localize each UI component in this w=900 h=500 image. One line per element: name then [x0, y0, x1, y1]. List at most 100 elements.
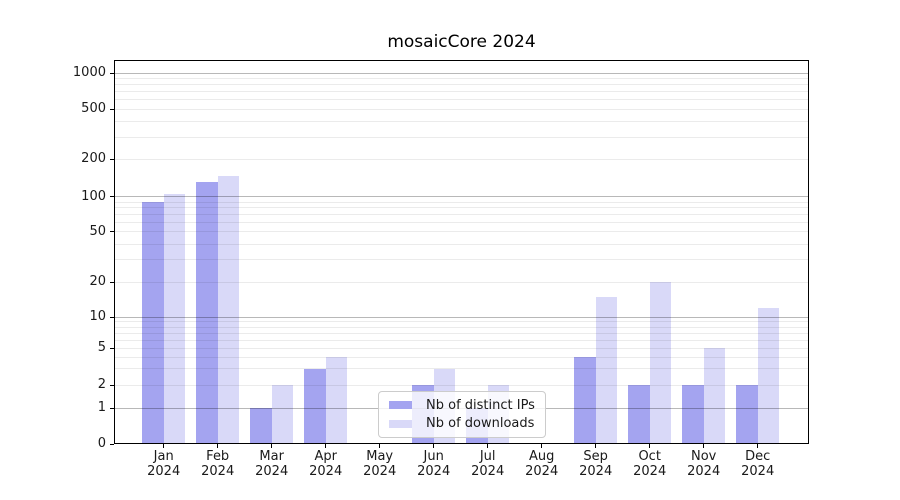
y-tick-mark [110, 384, 114, 386]
x-tick-year: 2024 [579, 464, 613, 479]
gridline-minor [115, 84, 808, 86]
gridline-minor [115, 136, 808, 138]
x-tick-label-apr: Apr 2024 [298, 449, 354, 479]
x-tick-year: 2024 [255, 464, 289, 479]
bar-nb-of-downloads-apr [325, 357, 348, 444]
x-tick-year: 2024 [633, 464, 667, 479]
legend-label-distinct-ips: Nb of distinct IPs [426, 397, 535, 413]
x-tick-year: 2024 [363, 464, 397, 479]
gridline-minor [115, 158, 808, 160]
x-tick-label-jun: Jun 2024 [406, 449, 462, 479]
y-tick-label-1000: 1000 [72, 65, 106, 81]
legend-entry-distinct-ips: Nb of distinct IPs [387, 398, 537, 413]
gridline-major [115, 316, 808, 318]
x-tick-month: Aug [528, 449, 555, 464]
gridline-minor [115, 243, 808, 245]
x-tick-mark [595, 444, 597, 448]
y-tick-label-20: 20 [89, 274, 106, 290]
legend-entry-downloads: Nb of downloads [387, 416, 537, 431]
bar-nb-of-distinct-ips-jan [142, 202, 164, 444]
y-tick-label-200: 200 [81, 151, 106, 166]
x-tick-mark [433, 444, 435, 448]
x-tick-label-may: May 2024 [352, 449, 408, 479]
y-tick-label-5: 5 [97, 340, 106, 356]
gridline-minor [115, 99, 808, 101]
bar-nb-of-downloads-feb [217, 176, 240, 444]
gridline-minor [115, 384, 808, 386]
y-tick-mark [110, 443, 114, 445]
x-tick-month: May [366, 449, 394, 464]
y-tick-label-2: 2 [97, 377, 106, 392]
x-tick-month: Jan [153, 449, 174, 464]
gridline-minor [115, 207, 808, 209]
y-tick-mark [110, 347, 114, 349]
x-tick-month: Jul [479, 449, 496, 464]
x-tick-label-jan: Jan 2024 [136, 449, 192, 479]
x-tick-label-mar: Mar 2024 [244, 449, 300, 479]
y-tick-mark [110, 316, 114, 318]
gridline-minor [115, 259, 808, 261]
y-tick-mark [110, 231, 114, 233]
legend-swatch-downloads [389, 419, 412, 428]
x-tick-mark [325, 444, 327, 448]
x-tick-label-jul: Jul 2024 [460, 449, 516, 479]
y-tick-mark [110, 196, 114, 198]
x-tick-label-sep: Sep 2024 [568, 449, 624, 479]
x-tick-year: 2024 [147, 464, 181, 479]
x-tick-month: Feb [206, 449, 230, 464]
x-tick-year: 2024 [471, 464, 505, 479]
y-tick-label-100: 100 [81, 188, 106, 204]
bar-nb-of-distinct-ips-sep [574, 357, 596, 444]
y-tick-label-1: 1 [97, 400, 106, 416]
x-tick-label-feb: Feb 2024 [190, 449, 246, 479]
gridline-minor [115, 201, 808, 203]
y-tick-mark [110, 108, 114, 110]
gridline-minor [115, 321, 808, 323]
x-tick-label-oct: Oct 2024 [622, 449, 678, 479]
gridline-minor [115, 221, 808, 223]
x-tick-label-aug: Aug 2024 [514, 449, 570, 479]
x-tick-mark [379, 444, 381, 448]
bar-nb-of-distinct-ips-apr [304, 368, 326, 444]
x-tick-mark [757, 444, 759, 448]
gridline-major [115, 72, 808, 74]
x-tick-year: 2024 [417, 464, 451, 479]
x-tick-mark [487, 444, 489, 448]
x-tick-label-nov: Nov 2024 [676, 449, 732, 479]
y-tick-mark [110, 158, 114, 160]
x-tick-year: 2024 [525, 464, 559, 479]
gridline-minor [115, 281, 808, 283]
gridline-minor [115, 347, 808, 349]
y-tick-label-0: 0 [97, 436, 106, 451]
x-tick-year: 2024 [741, 464, 775, 479]
bar-nb-of-downloads-sep [595, 296, 618, 444]
bar-nb-of-distinct-ips-dec [736, 385, 758, 444]
gridline-minor [115, 339, 808, 341]
bar-nb-of-downloads-mar [271, 385, 294, 444]
y-tick-label-10: 10 [89, 309, 106, 324]
gridline-major [115, 196, 808, 198]
gridline-minor [115, 332, 808, 334]
x-tick-mark [217, 444, 219, 448]
bar-nb-of-downloads-nov [703, 348, 726, 444]
x-tick-month: Mar [259, 449, 284, 464]
x-tick-month: Nov [691, 449, 717, 464]
legend: Nb of distinct IPs Nb of downloads [378, 391, 546, 438]
bar-nb-of-distinct-ips-oct [628, 385, 650, 444]
x-tick-month: Oct [638, 449, 661, 464]
bar-nb-of-downloads-dec [757, 307, 780, 444]
bar-nb-of-distinct-ips-mar [250, 408, 272, 444]
gridline-minor [115, 231, 808, 233]
x-tick-year: 2024 [309, 464, 343, 479]
x-tick-year: 2024 [201, 464, 235, 479]
x-tick-month: Dec [745, 449, 771, 464]
gridline-minor [115, 108, 808, 110]
y-tick-mark [110, 407, 114, 409]
x-tick-month: Sep [583, 449, 608, 464]
x-tick-month: Jun [423, 449, 444, 464]
x-tick-mark [163, 444, 165, 448]
bar-nb-of-downloads-jan [163, 194, 186, 444]
legend-swatch-distinct-ips [389, 401, 412, 410]
bar-nb-of-downloads-oct [649, 282, 672, 444]
